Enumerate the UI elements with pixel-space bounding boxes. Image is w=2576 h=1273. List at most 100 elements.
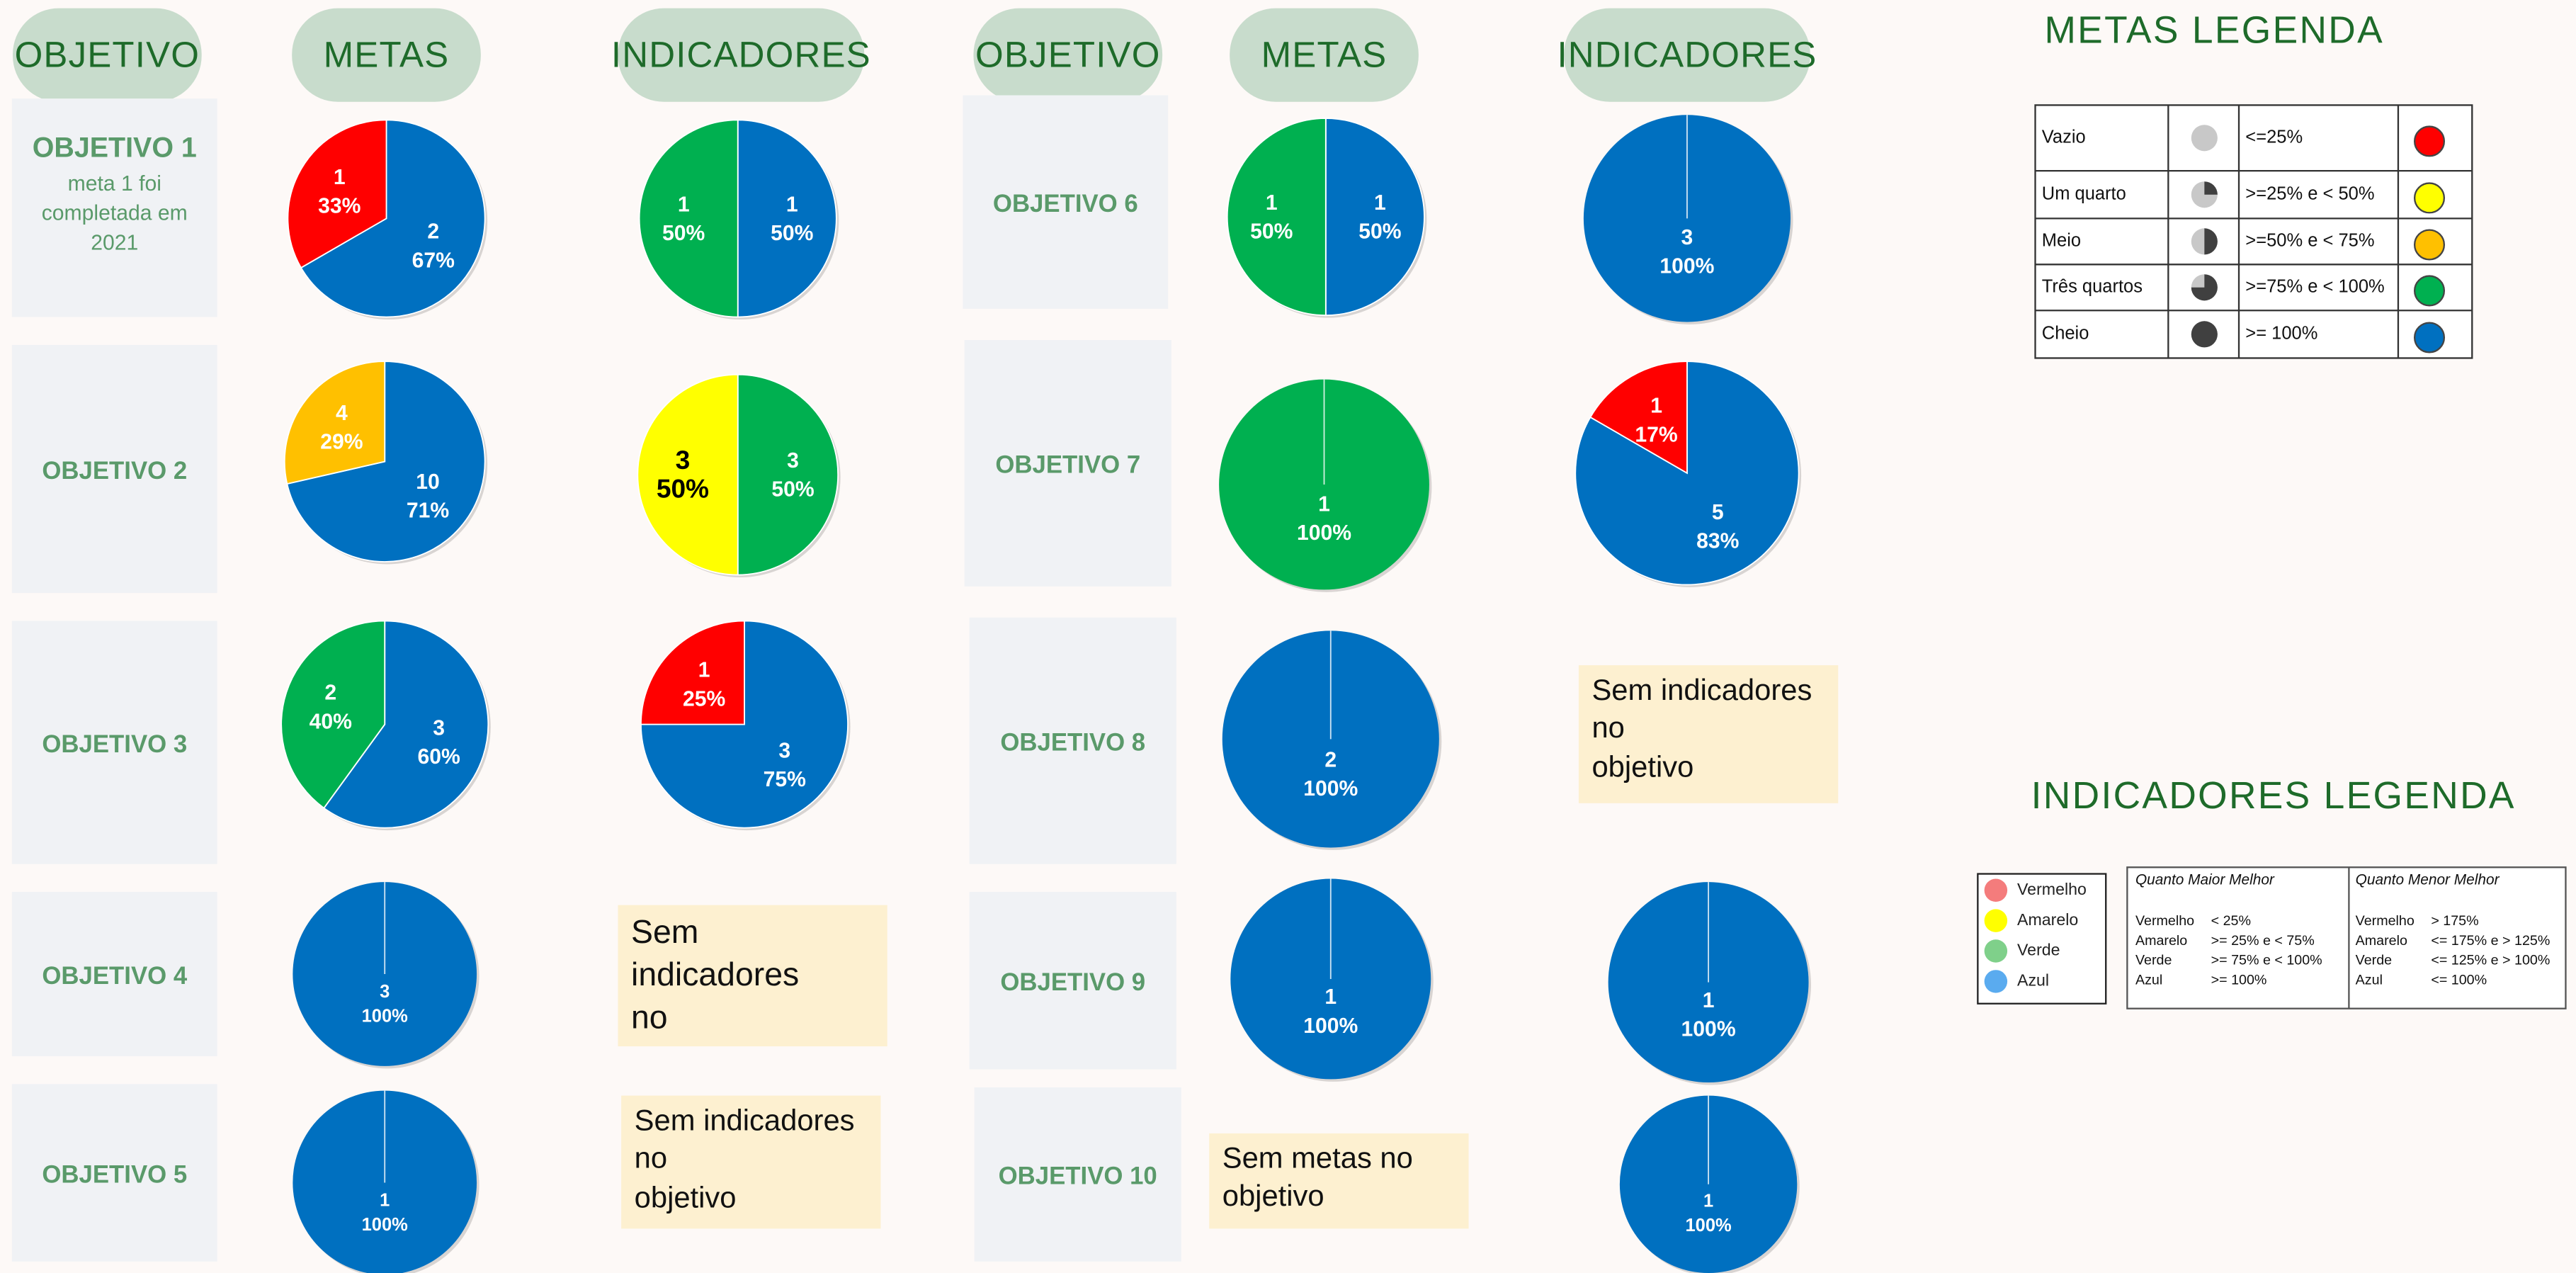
legend-label: Três quartos xyxy=(2042,277,2143,297)
objective-label: OBJETIVO 8 xyxy=(1000,730,1145,757)
legend-label: Vazio xyxy=(2042,128,2086,147)
pie-count: 1 xyxy=(1266,191,1278,215)
pie-slice xyxy=(637,373,739,576)
pie-slice xyxy=(1324,118,1425,317)
pie-label: 2 67% xyxy=(412,220,455,273)
objective-label: OBJETIVO 3 xyxy=(42,731,187,758)
objective-box xyxy=(974,1087,1181,1262)
pie-count: 1 xyxy=(1650,395,1662,418)
pie-count: 4 xyxy=(336,402,348,425)
pie-label: 10 71% xyxy=(407,470,449,523)
pie-label: 1 50% xyxy=(1250,191,1293,244)
pie-count: 3 xyxy=(1681,226,1693,249)
legend-table xyxy=(2034,104,2473,359)
rule-range: >= 100% xyxy=(2211,972,2267,988)
pie-percent: 40% xyxy=(310,710,352,733)
header-label: METAS xyxy=(1261,35,1388,75)
legend-dot xyxy=(1984,878,2008,902)
pie-percent: 100% xyxy=(1681,1017,1736,1041)
rules-title: Quanto Menor Melhor xyxy=(2356,871,2500,888)
pie-label: 1 100% xyxy=(1303,985,1358,1038)
objective-box xyxy=(963,95,1169,309)
empty-box xyxy=(621,1095,881,1229)
pie-label: 3 75% xyxy=(764,739,806,791)
legend-dot xyxy=(1984,970,2008,993)
pie-percent: 50% xyxy=(657,474,709,504)
rule-range: > 175% xyxy=(2431,913,2478,929)
empty-box xyxy=(1209,1133,1469,1229)
objective-box xyxy=(969,892,1176,1070)
legend-name: Amarelo xyxy=(2017,910,2078,929)
pie-percent: 33% xyxy=(318,195,361,218)
rule-range: >= 75% e < 100% xyxy=(2211,953,2322,968)
legend-color xyxy=(2413,182,2446,214)
pie-slice xyxy=(283,361,386,485)
pie-label: 3 50% xyxy=(657,445,709,504)
rule-name: Azul xyxy=(2135,972,2162,988)
pie-count: 2 xyxy=(324,681,336,705)
rules-box xyxy=(2126,866,2567,1009)
header-label: METAS xyxy=(324,35,450,75)
header-label: INDICADORES xyxy=(611,35,871,75)
legend-color xyxy=(2413,322,2446,353)
pie-percent: 67% xyxy=(412,249,455,272)
pie-count: 1 xyxy=(1318,492,1330,516)
rule-name: Amarelo xyxy=(2356,933,2407,949)
empty-text-box: Sem indicadores no objetivo xyxy=(1591,673,1812,783)
pie-count: 1 xyxy=(678,193,690,216)
empty-text: Sem indicadores no objetivo xyxy=(1591,673,1812,783)
pie-percent: 50% xyxy=(1250,220,1293,244)
pie-percent: 100% xyxy=(362,1215,408,1235)
legend-range: >=25% e < 50% xyxy=(2245,184,2374,204)
objective-label: OBJETIVO 9 xyxy=(1000,969,1145,996)
rule-range: < 25% xyxy=(2211,913,2251,929)
pie-label: 1 100% xyxy=(1681,989,1736,1041)
pie-percent: 100% xyxy=(1303,777,1358,800)
legend-range: >= 100% xyxy=(2245,324,2317,344)
pie-percent: 29% xyxy=(320,431,363,454)
pie-count: 1 xyxy=(1324,985,1337,1009)
pie-count: 1 xyxy=(698,659,710,682)
header-label: OBJETIVO xyxy=(15,35,200,75)
fill-icon xyxy=(2204,228,2218,255)
pie-percent: 100% xyxy=(1659,255,1714,278)
pie-label: 2 40% xyxy=(310,681,352,734)
pie-slice xyxy=(737,373,839,576)
rule-name: Vermelho xyxy=(2356,913,2415,929)
pie-percent: 100% xyxy=(1297,521,1351,545)
pie-percent: 100% xyxy=(1303,1014,1358,1038)
empty-text: Sem indicadores no objetivo xyxy=(631,915,800,1046)
rule-range: <= 125% e > 100% xyxy=(2431,953,2550,968)
objective-box xyxy=(969,617,1176,864)
legend-dot xyxy=(1984,909,2008,932)
objective-box xyxy=(11,892,217,1056)
pie-count: 10 xyxy=(416,470,440,494)
objective-box xyxy=(11,1084,217,1262)
legend-name: Azul xyxy=(2017,971,2049,990)
pie-percent: 71% xyxy=(407,499,449,523)
pie-slice xyxy=(287,119,387,269)
objective-label: OBJETIVO 7 xyxy=(995,452,1140,479)
fill-icon xyxy=(2191,274,2218,301)
pie-label: 1 100% xyxy=(362,1190,408,1234)
objective-box xyxy=(11,98,217,317)
pie-slice xyxy=(1226,118,1327,317)
pie-label: 1 17% xyxy=(1635,395,1677,447)
pie-percent: 50% xyxy=(662,222,705,245)
pie-percent: 25% xyxy=(683,687,725,711)
pie-label: 3 100% xyxy=(1659,226,1714,278)
empty-text: Sem metas no objetivo xyxy=(1222,1141,1413,1213)
pie-label: 1 100% xyxy=(1685,1191,1731,1235)
pie-percent: 17% xyxy=(1635,423,1677,446)
empty-text-box: Sem metas no objetivo xyxy=(1222,1141,1413,1213)
pie-label: 1 100% xyxy=(1297,492,1351,545)
empty-text-box: Sem indicadores no objetivo xyxy=(635,1104,855,1213)
rule-range: <= 100% xyxy=(2431,972,2487,988)
objective-label: OBJETIVO 10 xyxy=(999,1163,1157,1190)
legend-color xyxy=(2413,125,2446,157)
empty-box xyxy=(618,905,887,1047)
pie-label: 3 60% xyxy=(417,716,460,769)
rule-range: >= 25% e < 75% xyxy=(2211,933,2315,949)
pie-count: 1 xyxy=(1374,191,1386,215)
